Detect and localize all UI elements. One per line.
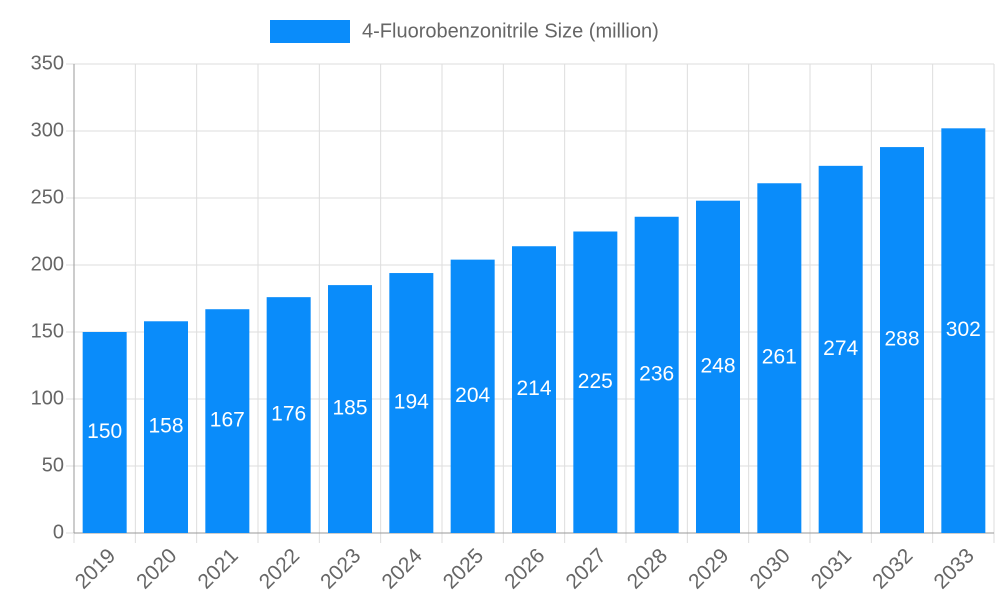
y-tick-label: 250 bbox=[31, 186, 64, 208]
data-label: 158 bbox=[148, 415, 183, 438]
bar bbox=[573, 231, 618, 533]
x-tick-label: 2025 bbox=[439, 544, 488, 593]
bar bbox=[450, 259, 495, 533]
x-tick-label: 2026 bbox=[500, 544, 549, 593]
x-tick-label: 2022 bbox=[255, 544, 304, 593]
data-label: 176 bbox=[271, 403, 306, 426]
bar bbox=[757, 183, 802, 533]
data-label: 185 bbox=[332, 397, 367, 420]
data-label: 302 bbox=[946, 318, 981, 341]
y-tick-label: 300 bbox=[31, 119, 64, 141]
bar bbox=[696, 200, 740, 533]
data-label: 194 bbox=[394, 391, 429, 414]
legend-swatch bbox=[270, 20, 350, 43]
y-tick-label: 350 bbox=[31, 52, 64, 74]
y-tick-label: 200 bbox=[31, 253, 64, 275]
x-tick-label: 2019 bbox=[71, 544, 120, 593]
x-tick-label: 2028 bbox=[623, 544, 672, 593]
data-label: 225 bbox=[578, 370, 613, 393]
bar bbox=[634, 216, 679, 533]
bar bbox=[82, 332, 127, 533]
x-tick-label: 2020 bbox=[132, 544, 181, 593]
bar bbox=[389, 273, 434, 533]
bar bbox=[328, 285, 372, 533]
data-label: 261 bbox=[762, 346, 797, 369]
x-tick-label: 2031 bbox=[807, 544, 856, 593]
bar bbox=[880, 147, 924, 533]
x-tick-label: 2033 bbox=[929, 544, 978, 593]
x-tick-label: 2032 bbox=[868, 544, 917, 593]
x-tick-label: 2027 bbox=[561, 544, 610, 593]
data-label: 167 bbox=[210, 409, 245, 432]
data-label: 236 bbox=[639, 362, 674, 385]
bar bbox=[941, 128, 986, 533]
bar bbox=[205, 309, 250, 533]
bar bbox=[144, 321, 188, 533]
y-tick-label: 0 bbox=[53, 521, 64, 543]
y-tick-label: 100 bbox=[31, 387, 64, 409]
data-label: 288 bbox=[884, 328, 919, 351]
data-label: 204 bbox=[455, 384, 490, 407]
legend-label: 4-Fluorobenzonitrile Size (million) bbox=[362, 20, 659, 42]
data-label: 248 bbox=[700, 354, 735, 377]
bar bbox=[512, 246, 556, 534]
data-label: 274 bbox=[823, 337, 858, 360]
y-tick-label: 150 bbox=[31, 320, 64, 342]
x-tick-label: 2024 bbox=[377, 544, 427, 594]
data-label: 150 bbox=[87, 420, 122, 443]
bar bbox=[266, 297, 311, 533]
y-tick-label: 50 bbox=[42, 454, 64, 476]
x-tick-label: 2021 bbox=[193, 544, 242, 593]
bar bbox=[818, 165, 863, 533]
x-tick-label: 2030 bbox=[745, 544, 794, 593]
data-label: 214 bbox=[516, 377, 551, 400]
x-tick-label: 2023 bbox=[316, 544, 365, 593]
x-tick-label: 2029 bbox=[684, 544, 733, 593]
